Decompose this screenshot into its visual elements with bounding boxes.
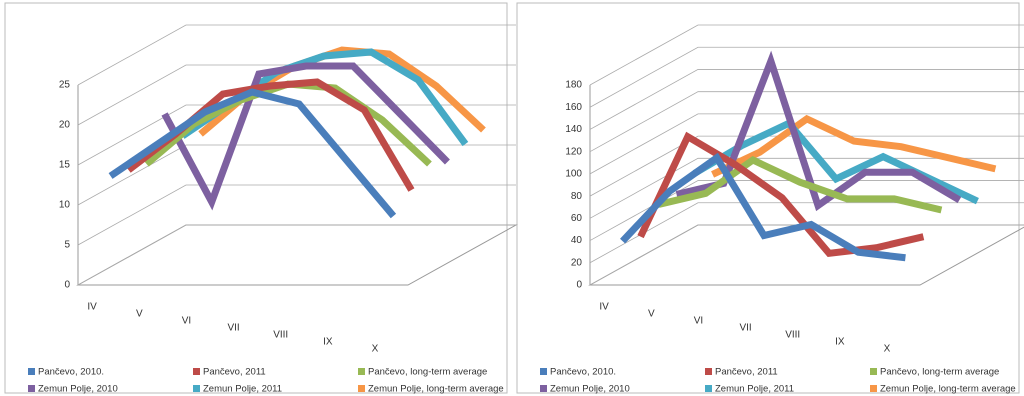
y-tick-label: 25 [59,80,71,91]
grid-line [589,46,1024,108]
x-tick-label: X [884,344,891,355]
y-tick-label: 5 [64,240,70,251]
legend-label: Pančevo, long-term average [880,367,999,378]
legend-marker [358,368,365,375]
x-tick-label: IV [599,302,609,313]
legend-marker [193,368,200,375]
legend-marker [540,368,547,375]
grid-line [589,224,1024,286]
series-line [161,62,450,211]
y-tick-label: 120 [565,146,582,157]
legend-marker [705,385,712,392]
series-line [620,152,906,262]
legend-label: Pančevo, 2010. [550,367,616,378]
legend-marker [540,385,547,392]
y-tick-label: 40 [571,235,583,246]
legend-marker [358,385,365,392]
grid-line [589,91,1024,153]
y-tick-label: 80 [571,191,583,202]
legend-label: Zemun Polje, 2010 [550,384,630,395]
x-tick-label: VI [694,316,703,327]
x-tick-label: VI [182,316,191,327]
y-tick-label: 15 [59,160,71,171]
series-line [711,114,997,178]
x-tick-label: VII [227,323,239,334]
y-tick-label: 160 [565,102,582,113]
legend-marker [705,368,712,375]
x-tick-label: X [372,344,379,355]
grid-line [589,180,1024,241]
x-tick-label: IX [323,337,333,348]
y-tick-label: 0 [576,280,582,291]
y-tick-label: 100 [565,169,582,180]
legend-label: Zemun Polje, 2011 [715,384,794,395]
grid-line [77,24,516,86]
series-line [108,88,397,219]
grid-line [589,69,1024,130]
y-tick-label: 10 [59,200,71,211]
grid-line [589,113,1024,175]
legend-marker [193,385,200,392]
grid-line [589,157,1024,219]
legend-label: Zemun Polje, 2010 [38,384,118,395]
series-line [637,131,925,258]
series-line [657,155,943,214]
y-tick-label: 180 [565,80,582,91]
legend-label: Pančevo, 2011 [203,367,266,378]
legend-label: Pančevo, 2011 [715,367,778,378]
x-tick-label: VII [739,323,751,334]
grid-line [589,24,1024,86]
y-tick-label: 140 [565,124,582,135]
x-tick-label: V [136,309,143,320]
legend-marker [28,385,35,392]
legend-marker [28,368,35,375]
y-tick-label: 60 [571,213,583,224]
x-tick-label: IX [835,337,845,348]
x-tick-label: VIII [785,330,800,341]
x-tick-label: IV [87,302,97,313]
legend-label: Zemun Polje, 2011 [203,384,282,395]
legend-label: Pančevo, long-term average [368,367,487,378]
x-tick-label: V [648,309,655,320]
legend-marker [870,385,877,392]
grid-line [589,135,1024,197]
y-tick-label: 20 [59,120,71,131]
grid-line [77,224,516,286]
legend-label: Zemun Polje, long-term average [368,384,504,395]
x-tick-label: VIII [273,330,288,341]
y-tick-label: 0 [64,280,70,291]
legend-label: Pančevo, 2010. [38,367,104,378]
panel-left [4,2,508,394]
legend-label: Zemun Polje, long-term average [880,384,1016,395]
y-tick-label: 20 [571,257,583,268]
legend-marker [870,368,877,375]
grid-line [77,104,516,166]
